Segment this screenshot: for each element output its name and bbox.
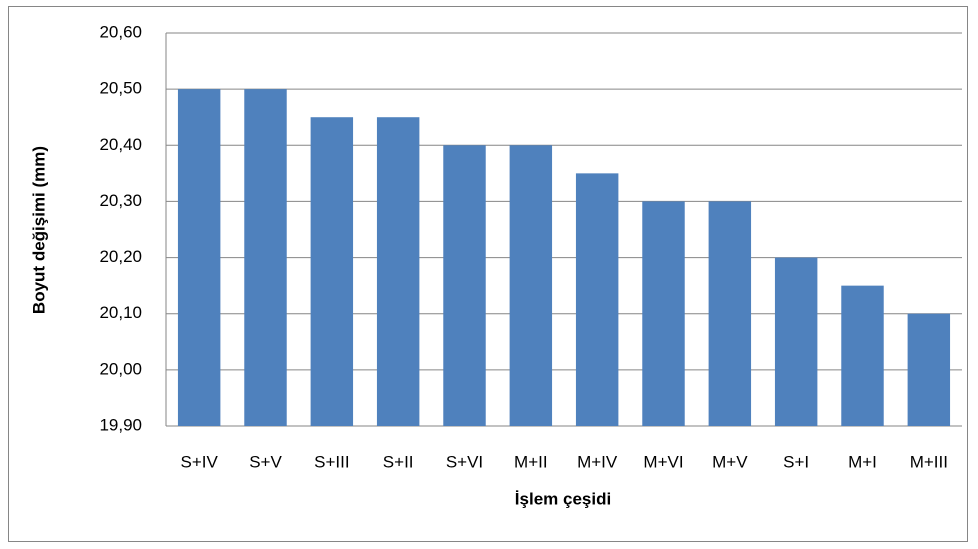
bar [575, 173, 619, 426]
x-tick-label: M+V [712, 452, 748, 471]
y-tick-label: 20,50 [99, 79, 142, 98]
bar [443, 145, 486, 427]
chart-border [8, 6, 968, 542]
x-tick-label: M+VI [643, 452, 683, 471]
bar [841, 285, 884, 426]
x-tick-label: M+I [848, 452, 877, 471]
bar [177, 89, 221, 427]
y-tick-label: 20,00 [99, 359, 142, 378]
y-tick-label: 20,10 [99, 303, 142, 322]
x-tick-label: M+IV [577, 452, 618, 471]
x-tick-label: S+V [249, 452, 282, 471]
x-tick-label: M+III [910, 452, 948, 471]
y-tick-label: 20,40 [99, 135, 142, 154]
bar [642, 201, 685, 426]
bar [310, 117, 354, 426]
y-axis-label: Boyut değişimi (mm) [29, 146, 48, 314]
y-tick-label: 20,20 [99, 247, 142, 266]
y-tick-label: 20,30 [99, 191, 142, 210]
bar [509, 145, 553, 427]
x-axis-label: İşlem çeşidi [515, 489, 611, 508]
bar [708, 201, 752, 426]
x-tick-label: S+IV [180, 452, 218, 471]
bar [774, 257, 818, 426]
x-tick-label: M+II [514, 452, 548, 471]
bar [907, 313, 951, 426]
y-tick-label: 20,60 [99, 22, 142, 41]
bar [244, 89, 287, 427]
x-tick-label: S+III [314, 452, 349, 471]
bar [376, 117, 420, 426]
x-tick-label: S+II [383, 452, 414, 471]
y-tick-label: 19,90 [99, 415, 142, 434]
x-tick-label: S+I [783, 452, 809, 471]
x-tick-label: S+VI [446, 452, 483, 471]
